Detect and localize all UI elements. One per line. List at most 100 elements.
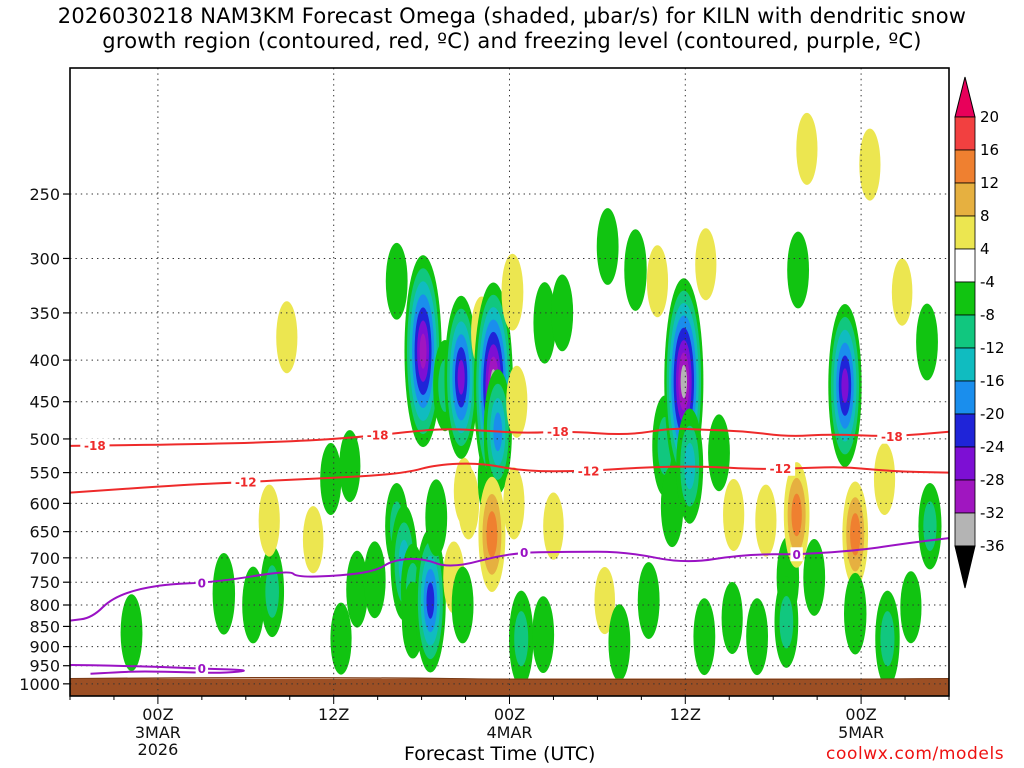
y-tick-label: 250 (29, 185, 60, 204)
omega-cell (873, 442, 896, 515)
x-tick-sublabel: 3MAR (135, 723, 181, 742)
omega-band (258, 484, 280, 557)
contour-label: -12 (770, 462, 792, 476)
ground-layer (70, 677, 949, 696)
omega-band (900, 571, 922, 644)
colorbar-label: -12 (980, 339, 1005, 357)
y-tick-label: 350 (29, 304, 60, 323)
omega-band (514, 611, 529, 667)
omega-cell (120, 594, 143, 672)
contour-label: 0 (198, 662, 206, 676)
contour-label: -18 (881, 430, 903, 444)
colorbar-label: -8 (980, 306, 995, 324)
colorbar-bottom-arrow (954, 545, 976, 589)
omega-cell (543, 492, 564, 560)
omega-band (426, 582, 435, 619)
y-tick-label: 450 (29, 393, 60, 412)
colorbar-swatch (954, 116, 976, 151)
omega-cell (533, 282, 556, 364)
contour-label-bg (543, 424, 573, 439)
contour-label: 0 (198, 576, 206, 590)
omega-cell (339, 430, 361, 503)
omega-band (637, 562, 660, 639)
contour-freezing-level: 0 (70, 661, 245, 676)
omega-cell (404, 255, 442, 448)
omega-cell (501, 253, 524, 331)
contour-dendritic: -12 -12 -12 (70, 461, 949, 494)
omega-cell (646, 245, 669, 318)
omega-band (680, 364, 687, 399)
colorbar-label: 16 (980, 141, 999, 159)
colorbar-label: -36 (980, 537, 1005, 555)
omega-cell (330, 602, 352, 675)
x-tick-label: 12Z (670, 705, 701, 724)
y-tick-label: 500 (29, 430, 60, 449)
omega-cell (783, 462, 810, 568)
x-tick-sublabel: 2026 (138, 740, 179, 759)
omega-band (873, 442, 896, 515)
omega-band (721, 582, 743, 655)
y-axis: 250 300 350 400 450 500 550 600 650 700 750 800 850 9… (19, 185, 70, 694)
omega-band (543, 492, 564, 560)
contour-dendritic: -18 -18 -18 -18 (70, 424, 949, 453)
colorbar-swatch (954, 281, 976, 316)
contour-label-bg (231, 475, 261, 490)
contour-label-bg (363, 428, 393, 443)
y-tick-label: 550 (29, 464, 60, 483)
y-tick-label: 650 (29, 523, 60, 542)
omega-band (276, 301, 298, 374)
omega-band (302, 506, 324, 574)
y-tick-label: 300 (29, 249, 60, 268)
omega-band (803, 539, 826, 616)
contour-line (70, 664, 245, 675)
omega-cell (755, 484, 777, 557)
contour-line (70, 427, 949, 447)
omega-band (791, 493, 802, 537)
y-tick-label: 950 (29, 657, 60, 676)
omega-band (787, 231, 810, 309)
omega-cell (723, 478, 745, 551)
omega-cell (859, 128, 881, 201)
contour-label-bg (765, 461, 796, 476)
omega-cell (695, 228, 717, 301)
colorbar-swatch (954, 149, 976, 184)
colorbar-swatch (954, 215, 976, 250)
omega-band (693, 598, 716, 676)
contour-label: -12 (578, 464, 600, 478)
omega-band (746, 598, 769, 676)
colorbar-top-arrow (954, 76, 976, 118)
omega-cell (363, 541, 386, 619)
colorbar-swatch (954, 380, 976, 415)
omega-band (594, 566, 616, 635)
omega-cell (506, 365, 528, 438)
x-tick-label: 00Z (494, 705, 525, 724)
ground-fill (70, 678, 949, 696)
omega-band (385, 242, 408, 320)
omega-band (339, 430, 361, 503)
omega-band (796, 112, 818, 185)
omega-band (532, 596, 555, 674)
x-tick-label: 12Z (318, 705, 349, 724)
colorbar-label: -16 (980, 372, 1005, 390)
omega-band (486, 511, 498, 558)
contour-label-bg (877, 429, 907, 444)
omega-cell (916, 303, 938, 381)
omega-cell (787, 231, 810, 309)
omega-band (859, 128, 881, 201)
contour-label-bg (195, 661, 209, 676)
omega-cell (842, 481, 869, 588)
chart-title-line-1: 2026030218 NAM3KM Forecast Omega (shaded… (57, 4, 967, 28)
omega-cell (774, 576, 799, 668)
omega-cell (746, 598, 769, 676)
omega-band (120, 594, 143, 672)
omega-cell (844, 572, 867, 655)
colorbar-label: -28 (980, 471, 1005, 489)
colorbar-swatch (954, 248, 976, 283)
omega-band (923, 501, 937, 551)
colorbar-swatch (954, 314, 976, 349)
omega-band (501, 253, 524, 331)
omega-cell (302, 506, 324, 574)
y-tick-label: 750 (29, 573, 60, 592)
omega-cell (918, 482, 942, 570)
